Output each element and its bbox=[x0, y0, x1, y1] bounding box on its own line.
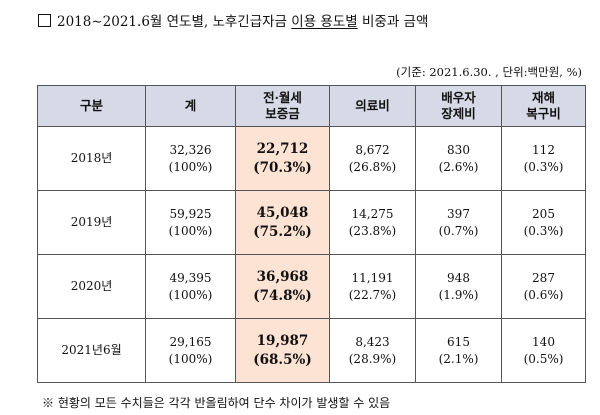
deposit-cell: 36,968 (74.8%) bbox=[235, 254, 330, 319]
deposit-cell: 19,987 (68.5%) bbox=[235, 318, 330, 383]
checkbox-square-icon bbox=[38, 14, 51, 27]
header-medical: 의료비 bbox=[329, 85, 416, 127]
funeral-cell: 615 (2.1%) bbox=[415, 318, 502, 383]
total-cell: 59,925 (100%) bbox=[145, 190, 236, 255]
table-row: 2019년 59,925 (100%) 45,048 (75.2%) 14,275(… bbox=[37, 190, 586, 255]
title-prefix: 2018∼2021.6월 연도별, 노후긴급자금 bbox=[57, 14, 292, 30]
header-deposit: 전·월세 보증금 bbox=[235, 85, 330, 127]
deposit-cell: 45,048 (75.2%) bbox=[235, 190, 330, 255]
medical-cell: 14,275 (23.8%) bbox=[329, 190, 416, 255]
title-suffix: 비중과 금액 bbox=[357, 14, 429, 30]
unit-note: (기준: 2021.6.30. , 단위:백만원, %) bbox=[396, 65, 582, 79]
table-header-row: 구분 계 전·월세 보증금 의료비 배우자 장제비 재해 복구비 bbox=[37, 85, 586, 127]
title-underlined: 이용 용도별 bbox=[291, 14, 358, 30]
medical-cell: 11,191 (22.7%) bbox=[329, 254, 416, 319]
table-row: 2018년 32,326 (100%) 22,712 (70.3%) 8,672 (2… bbox=[37, 126, 586, 191]
row-label: 2019년 bbox=[37, 190, 146, 255]
row-label: 2020년 bbox=[37, 254, 146, 319]
table-row: 2021년6월 29,165 (100%) 19,987 (68.5%) 8,423… bbox=[37, 318, 586, 383]
funeral-cell: 830 (2.6%) bbox=[415, 126, 502, 191]
disaster-cell: 287 (0.6%) bbox=[501, 254, 586, 319]
loan-usage-table: 구분 계 전·월세 보증금 의료비 배우자 장제비 재해 복구비 2018년 32,3… bbox=[37, 85, 586, 383]
deposit-cell: 22,712 (70.3%) bbox=[235, 126, 330, 191]
total-cell: 32,326 (100%) bbox=[145, 126, 236, 191]
row-label: 2021년6월 bbox=[37, 318, 146, 383]
header-funeral: 배우자 장제비 bbox=[415, 85, 502, 127]
funeral-cell: 397 (0.7%) bbox=[415, 190, 502, 255]
footnote: ※ 현황의 모든 수치들은 각각 반올림하여 단수 차이가 발생할 수 있음 bbox=[42, 396, 391, 410]
disaster-cell: 140 (0.5%) bbox=[501, 318, 586, 383]
funeral-cell: 948 (1.9%) bbox=[415, 254, 502, 319]
total-cell: 29,165 (100%) bbox=[145, 318, 236, 383]
header-category: 구분 bbox=[37, 85, 146, 127]
disaster-cell: 112 (0.3%) bbox=[501, 126, 586, 191]
medical-cell: 8,423 (28.9%) bbox=[329, 318, 416, 383]
medical-cell: 8,672 (26.8%) bbox=[329, 126, 416, 191]
row-label: 2018년 bbox=[37, 126, 146, 191]
disaster-cell: 205 (0.3%) bbox=[501, 190, 586, 255]
total-cell: 49,395 (100%) bbox=[145, 254, 236, 319]
table-row: 2020년 49,395 (100%) 36,968 (74.8%) 11,191(… bbox=[37, 254, 586, 319]
document-title: 2018∼2021.6월 연도별, 노후긴급자금 이용 용도별 비중과 금액 bbox=[38, 10, 428, 30]
header-disaster: 재해 복구비 bbox=[501, 85, 586, 127]
header-total: 계 bbox=[145, 85, 236, 127]
